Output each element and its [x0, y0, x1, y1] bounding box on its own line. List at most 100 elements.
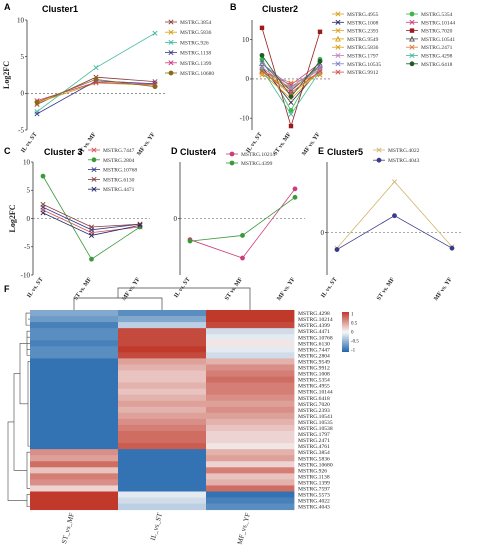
data-point-mstrg-6418	[288, 94, 294, 100]
heatmap-row-label-mstrg-4399: MSTRG.4399	[298, 323, 330, 329]
legend-label-mstrg-5836: MSTRG.5836	[347, 45, 379, 51]
heatmap-cell	[30, 316, 119, 323]
data-point-mstrg-4043	[392, 213, 397, 219]
heatmap-row-label-mstrg-9912: MSTRG.9912	[298, 366, 330, 372]
heatmap-row-label-mstrg-7447: MSTRG.7447	[298, 347, 330, 353]
legend-label-mstrg-1138: MSTRG.1138	[180, 51, 211, 57]
heatmap-col-label-st-vs-mf: ST_vs_MF	[60, 512, 76, 545]
colorbar-tick-label: -1	[351, 349, 356, 354]
series-line-mstrg-6130	[42, 204, 141, 228]
heatmap-row-label-mstrg-4761: MSTRG.4761	[298, 444, 330, 450]
heatmap-cell	[206, 376, 295, 383]
x-tick-label: ST vs. MF	[273, 131, 293, 156]
legend-marker-mstrg-9549	[335, 35, 341, 42]
heatmap-cell	[206, 310, 295, 317]
legend-label-mstrg-9549: MSTRG.9549	[347, 37, 379, 43]
legend-marker-mstrg-6130	[91, 176, 97, 182]
data-point-mstrg-6130	[88, 224, 95, 230]
heatmap-cell	[30, 467, 119, 474]
heatmap-row-label-mstrg-2471: MSTRG.2471	[298, 438, 330, 444]
colorbar-tick-label: 0.5	[351, 322, 358, 327]
panel-f-heatmap: F MSTRG.4298MSTRG.10214MSTRG.4399MSTRG.4…	[4, 284, 359, 545]
legend-label-mstrg-4043: MSTRG.4043	[388, 158, 420, 164]
column-dendrogram	[117, 287, 251, 310]
heatmap-cell	[206, 322, 295, 329]
legend-marker-mstrg-1399	[168, 60, 174, 66]
data-point-mstrg-4399	[240, 233, 245, 238]
data-point-mstrg-10541	[259, 60, 265, 66]
x-tick-label: IL vs. ST	[320, 277, 338, 299]
heatmap-cell	[30, 406, 119, 414]
heatmap-cell	[30, 352, 119, 359]
data-point-mstrg-4043	[334, 247, 340, 252]
legend-label-mstrg-10535: MSTRG.10535	[347, 62, 381, 68]
heatmap-cell	[206, 437, 295, 444]
panel-letter-f: F	[4, 284, 10, 294]
data-point-mstrg-6418	[317, 58, 323, 64]
heatmap-cell	[30, 358, 119, 365]
data-point-mstrg-10680	[152, 84, 158, 90]
legend-marker-mstrg-10214	[229, 151, 235, 157]
data-point-mstrg-10535	[317, 64, 323, 70]
heatmap-cell	[206, 406, 295, 414]
heatmap-cell	[118, 497, 207, 504]
data-point-mstrg-9912	[259, 68, 265, 74]
y-tick-label: 10	[17, 16, 25, 24]
heatmap-col-label-mf-vs-yf: MF_vs_YF	[236, 512, 252, 545]
heatmap-row-label-mstrg-10680: MSTRG.10680	[298, 462, 333, 468]
series-line-mstrg-4043	[336, 215, 453, 250]
heatmap-row-label-mstrg-4298: MSTRG.4298	[298, 311, 330, 317]
heatmap-cell	[118, 334, 207, 341]
heatmap-cell	[118, 370, 207, 377]
heatmap-cell	[118, 491, 207, 498]
heatmap-cell	[30, 473, 119, 480]
heatmap-colorbar	[342, 312, 349, 352]
legend-marker-mstrg-1138	[168, 50, 174, 56]
heatmap-row-label-mstrg-926: MSTRG.926	[298, 468, 327, 474]
heatmap-row-label-mstrg-1399: MSTRG.1399	[298, 480, 330, 486]
data-point-mstrg-6418	[259, 52, 265, 58]
legend-label-mstrg-4955: MSTRG.4955	[347, 12, 379, 18]
heatmap-row-label-mstrg-6418: MSTRG.6418	[298, 396, 330, 402]
data-point-mstrg-4022	[391, 179, 398, 185]
heatmap-cell	[118, 358, 207, 365]
y-tick-label: 10	[242, 36, 250, 44]
legend-marker-mstrg-10768	[91, 167, 97, 173]
legend-label-mstrg-2804: MSTRG.2804	[103, 158, 135, 164]
panel-d-cluster4: D Cluster4 0IL vs. ST ST vs. MF MF vs. YFM…	[171, 146, 305, 302]
legend-label-mstrg-6130: MSTRG.6130	[103, 177, 135, 183]
data-point-mstrg-10214	[240, 255, 245, 261]
legend-label-mstrg-926: MSTRG.926	[180, 40, 209, 46]
legend-marker-mstrg-10144	[409, 19, 415, 25]
legend-label-mstrg-10680: MSTRG.10680	[180, 71, 214, 77]
heatmap-row-label-mstrg-4043: MSTRG.4043	[298, 505, 330, 511]
legend-marker-mstrg-1008	[335, 19, 341, 25]
legend-marker-mstrg-10541	[409, 35, 415, 42]
colorbar-tick-label: 0	[351, 331, 354, 336]
heatmap-cell	[118, 467, 207, 474]
legend-marker-mstrg-5836	[168, 29, 174, 35]
data-point-mstrg-10535	[259, 60, 265, 66]
heatmap-row-label-mstrg-10541: MSTRG.10541	[298, 414, 333, 420]
heatmap-cell	[206, 418, 295, 426]
legend-label-mstrg-2471: MSTRG.2471	[421, 45, 453, 51]
legend-label-mstrg-1797: MSTRG.1797	[347, 54, 379, 60]
heatmap-cell	[206, 352, 295, 359]
heatmap-cell	[30, 310, 119, 317]
y-axis-label: Log2FC	[8, 204, 17, 232]
y-tick-label: 5	[27, 187, 31, 195]
y-tick-label: 0	[21, 90, 25, 98]
data-point-mstrg-1797	[259, 64, 265, 70]
data-point-mstrg-10214	[292, 186, 298, 192]
heatmap-cell	[206, 485, 295, 492]
legend-label-mstrg-4471: MSTRG.4471	[103, 187, 135, 193]
data-point-mstrg-7020	[288, 123, 294, 129]
heatmap-cell	[118, 443, 207, 450]
heatmap-row-label-mstrg-10144: MSTRG.10144	[298, 390, 333, 396]
heatmap-cell	[30, 424, 119, 432]
legend-label-mstrg-10214: MSTRG.10214	[241, 152, 275, 158]
data-point-mstrg-1797	[317, 66, 323, 72]
heatmap-row-label-mstrg-1008: MSTRG.1008	[298, 372, 330, 378]
heatmap-cell	[30, 461, 119, 468]
